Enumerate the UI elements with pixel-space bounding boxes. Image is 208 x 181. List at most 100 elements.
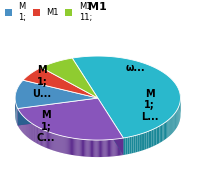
Polygon shape (85, 140, 86, 157)
Polygon shape (18, 98, 98, 125)
Polygon shape (147, 131, 148, 149)
Polygon shape (61, 136, 62, 153)
Text: M1: M1 (88, 2, 107, 12)
Polygon shape (41, 58, 98, 98)
Polygon shape (103, 140, 104, 157)
Polygon shape (52, 133, 53, 150)
Polygon shape (98, 140, 99, 157)
Polygon shape (99, 140, 100, 157)
Polygon shape (74, 138, 75, 155)
Polygon shape (42, 129, 43, 146)
Polygon shape (88, 140, 89, 157)
Polygon shape (166, 121, 167, 139)
Polygon shape (98, 98, 123, 155)
Polygon shape (175, 112, 176, 130)
Polygon shape (58, 135, 59, 152)
Polygon shape (117, 139, 118, 156)
Polygon shape (24, 117, 25, 135)
Polygon shape (50, 132, 51, 150)
Polygon shape (40, 128, 41, 146)
Polygon shape (93, 140, 94, 157)
Text: M
1;
U...: M 1; U... (32, 65, 52, 99)
Polygon shape (29, 122, 30, 139)
Polygon shape (32, 123, 33, 141)
Polygon shape (64, 136, 65, 153)
Polygon shape (160, 125, 161, 143)
Polygon shape (91, 140, 92, 157)
Polygon shape (51, 133, 52, 150)
Polygon shape (143, 133, 145, 150)
Polygon shape (25, 118, 26, 136)
Polygon shape (109, 140, 110, 157)
Polygon shape (177, 109, 178, 127)
Polygon shape (155, 128, 156, 145)
Polygon shape (79, 139, 80, 156)
Polygon shape (75, 138, 76, 156)
Polygon shape (80, 139, 81, 156)
Polygon shape (15, 80, 98, 109)
Polygon shape (18, 110, 19, 127)
Polygon shape (28, 121, 29, 138)
Polygon shape (57, 135, 58, 152)
Polygon shape (174, 113, 175, 131)
Polygon shape (161, 124, 162, 142)
Polygon shape (71, 138, 72, 155)
Polygon shape (118, 139, 119, 156)
Polygon shape (68, 137, 69, 154)
Polygon shape (23, 116, 24, 134)
Polygon shape (135, 135, 137, 152)
Polygon shape (27, 120, 28, 138)
Polygon shape (62, 136, 63, 153)
Polygon shape (176, 111, 177, 129)
Polygon shape (67, 137, 68, 154)
Polygon shape (119, 138, 120, 156)
Polygon shape (66, 137, 67, 154)
Polygon shape (69, 137, 70, 155)
Polygon shape (95, 140, 97, 157)
Polygon shape (84, 140, 85, 157)
Polygon shape (18, 98, 98, 125)
Polygon shape (48, 132, 49, 149)
Polygon shape (171, 117, 172, 135)
Polygon shape (101, 140, 102, 157)
Polygon shape (47, 131, 48, 149)
Polygon shape (33, 124, 34, 142)
Polygon shape (18, 98, 123, 140)
Polygon shape (152, 129, 153, 147)
Polygon shape (98, 98, 123, 155)
Polygon shape (137, 134, 139, 152)
Polygon shape (63, 136, 64, 153)
Polygon shape (158, 126, 160, 144)
Legend: M
1;, M1, M1
11;: M 1;, M1, M1 11; (5, 2, 92, 22)
Polygon shape (120, 138, 121, 155)
Polygon shape (156, 127, 158, 145)
Polygon shape (97, 140, 98, 157)
Polygon shape (112, 139, 113, 156)
Polygon shape (70, 138, 71, 155)
Polygon shape (39, 127, 40, 145)
Polygon shape (150, 130, 152, 148)
Polygon shape (129, 136, 131, 154)
Polygon shape (82, 139, 83, 156)
Text: ω...: ω... (125, 63, 145, 73)
Polygon shape (122, 138, 123, 155)
Polygon shape (43, 129, 44, 147)
Polygon shape (125, 137, 128, 155)
Polygon shape (21, 114, 22, 132)
Polygon shape (20, 112, 21, 130)
Polygon shape (94, 140, 95, 157)
Polygon shape (102, 140, 103, 157)
Polygon shape (45, 131, 46, 148)
Polygon shape (65, 136, 66, 154)
Polygon shape (56, 134, 57, 151)
Polygon shape (34, 125, 35, 142)
Text: M
1;
L...: M 1; L... (141, 89, 158, 122)
Polygon shape (44, 130, 45, 147)
Polygon shape (116, 139, 117, 156)
Polygon shape (38, 127, 39, 144)
Polygon shape (108, 140, 109, 157)
Polygon shape (30, 122, 31, 140)
Polygon shape (148, 131, 150, 148)
Polygon shape (31, 123, 32, 140)
Polygon shape (145, 132, 147, 150)
